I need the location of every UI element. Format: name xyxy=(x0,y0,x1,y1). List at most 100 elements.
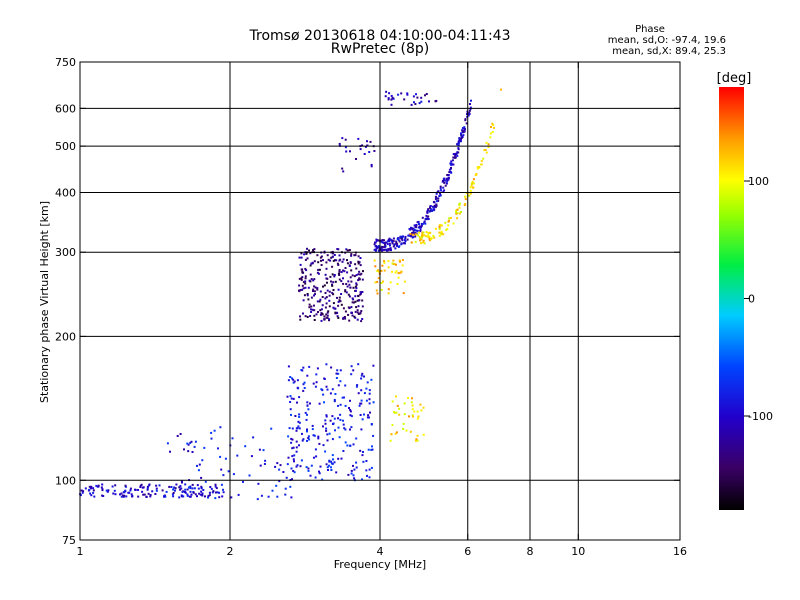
data-point xyxy=(460,135,463,138)
data-point xyxy=(316,287,319,290)
data-point xyxy=(300,277,303,280)
data-point xyxy=(311,308,314,311)
data-point xyxy=(387,266,390,269)
data-point xyxy=(210,487,213,490)
data-point xyxy=(352,464,354,467)
data-point xyxy=(448,217,451,220)
data-point xyxy=(332,306,335,309)
data-point xyxy=(350,306,353,309)
data-point xyxy=(357,255,360,258)
data-point xyxy=(373,243,376,246)
data-point xyxy=(134,488,137,491)
data-point xyxy=(427,234,430,237)
data-point xyxy=(331,415,334,418)
data-point xyxy=(172,488,175,491)
data-point xyxy=(372,401,375,404)
data-point xyxy=(120,492,123,495)
data-point xyxy=(141,490,144,493)
data-point xyxy=(333,274,336,276)
data-point xyxy=(395,270,398,273)
data-point xyxy=(428,237,431,240)
data-point xyxy=(418,236,421,238)
data-point xyxy=(393,263,396,266)
data-point xyxy=(326,254,329,257)
data-point xyxy=(302,438,305,441)
data-point xyxy=(418,223,420,225)
data-point xyxy=(331,265,334,268)
data-point xyxy=(296,427,299,430)
data-point xyxy=(318,470,320,473)
data-point xyxy=(304,267,307,270)
data-point xyxy=(315,313,318,316)
data-point xyxy=(341,137,344,140)
data-point xyxy=(318,268,321,271)
data-point xyxy=(395,395,397,398)
data-point xyxy=(375,239,378,242)
data-point xyxy=(406,238,409,241)
data-point xyxy=(172,495,175,498)
y-axis: 75 100 200 300 400 500 600 750 xyxy=(55,56,680,547)
data-point xyxy=(328,305,331,308)
data-point xyxy=(352,286,355,289)
data-point xyxy=(120,495,123,498)
data-point xyxy=(319,290,322,293)
data-point xyxy=(336,296,338,299)
data-point xyxy=(304,258,307,261)
data-point xyxy=(342,307,345,310)
data-point xyxy=(423,234,426,237)
data-point xyxy=(381,241,384,244)
data-point xyxy=(295,446,298,449)
data-point xyxy=(475,173,478,176)
data-point xyxy=(361,318,364,320)
data-point xyxy=(286,463,289,466)
data-point xyxy=(161,489,164,492)
data-point xyxy=(284,487,287,490)
data-point xyxy=(242,480,244,483)
data-point xyxy=(414,229,417,232)
data-point xyxy=(82,490,85,493)
data-point xyxy=(492,124,495,127)
data-point xyxy=(483,149,486,152)
data-point xyxy=(390,94,393,97)
data-point xyxy=(491,131,494,133)
data-point xyxy=(347,280,350,283)
data-point xyxy=(296,386,299,389)
data-point xyxy=(366,474,368,477)
data-point xyxy=(208,491,211,494)
data-point xyxy=(344,317,347,320)
x-tick-label: 4 xyxy=(377,545,384,558)
data-point xyxy=(292,458,295,461)
x-axis: 1 2 4 6 8 10 16 xyxy=(77,62,687,558)
data-point xyxy=(342,423,345,426)
data-point xyxy=(464,119,467,122)
data-point xyxy=(407,397,410,399)
data-point xyxy=(337,404,339,407)
data-point xyxy=(400,242,403,245)
data-point xyxy=(331,283,333,286)
data-point xyxy=(415,438,418,441)
data-point xyxy=(344,310,347,313)
data-point xyxy=(309,402,311,405)
data-point xyxy=(363,392,366,395)
data-point xyxy=(299,315,301,318)
data-point xyxy=(187,443,190,446)
data-point xyxy=(383,261,386,264)
data-point xyxy=(357,279,360,282)
data-point xyxy=(357,261,360,263)
data-point xyxy=(365,460,368,462)
data-point xyxy=(361,454,364,457)
data-point xyxy=(248,474,251,477)
data-point xyxy=(457,144,460,147)
data-point xyxy=(301,439,304,442)
data-point xyxy=(455,211,458,213)
data-point xyxy=(415,224,418,226)
data-point xyxy=(387,249,390,252)
data-point xyxy=(300,252,303,255)
data-point xyxy=(347,473,350,476)
data-point xyxy=(445,181,448,184)
data-point xyxy=(318,442,321,445)
data-point xyxy=(186,442,189,445)
data-point xyxy=(401,259,404,261)
data-point xyxy=(447,178,450,181)
data-point xyxy=(317,261,320,264)
